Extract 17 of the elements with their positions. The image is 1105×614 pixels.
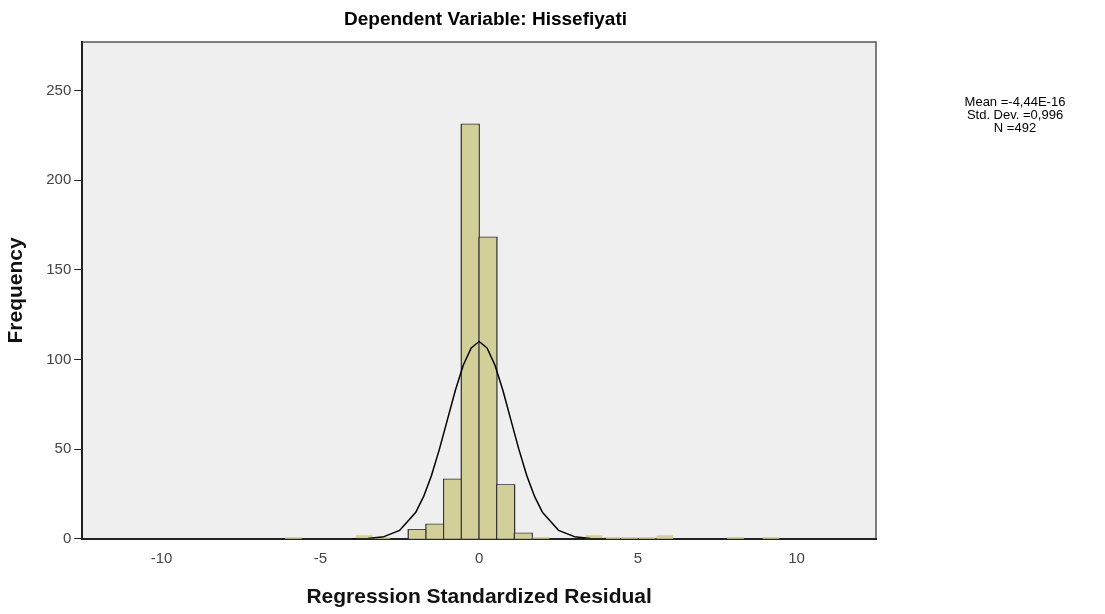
y-tick-label: 200: [46, 170, 72, 188]
y-tick-label: 250: [46, 80, 72, 98]
text: N =492: [993, 120, 1037, 135]
y-tick-label: 100: [46, 349, 72, 367]
x-tick-label: -10: [150, 548, 173, 566]
y-tick-label: 0: [62, 528, 72, 546]
x-tick-label: 10: [788, 548, 805, 566]
y-tick-label: 150: [46, 259, 72, 277]
chart-title: Dependent Variable: Hissefiyati: [343, 8, 628, 30]
x-tick-label: 5: [633, 548, 643, 566]
text: Std. Dev. =0,996: [966, 107, 1064, 122]
y-tick-label: 50: [54, 439, 72, 457]
text: Mean =-4,44E-16: [964, 94, 1066, 109]
x-tick-label: -5: [313, 548, 328, 566]
x-axis-title: Regression Standardized Residual: [306, 584, 652, 608]
x-tick-label: 0: [474, 548, 484, 566]
y-axis-title: Frequency: [3, 236, 27, 344]
